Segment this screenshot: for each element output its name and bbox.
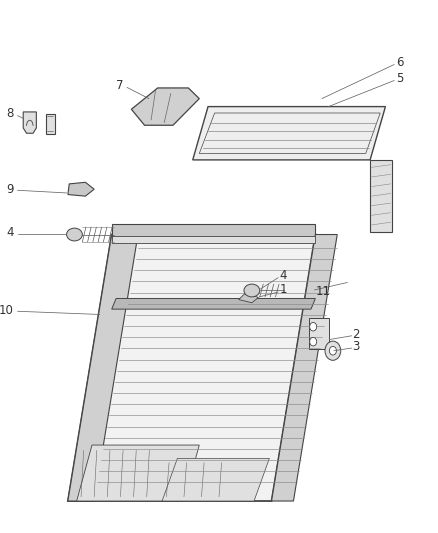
Ellipse shape	[244, 284, 260, 297]
Text: 10: 10	[0, 304, 14, 317]
Text: 5: 5	[396, 72, 404, 85]
Polygon shape	[112, 224, 315, 237]
Text: 8: 8	[7, 107, 14, 120]
Text: 7: 7	[116, 79, 124, 92]
Polygon shape	[112, 298, 315, 309]
Circle shape	[325, 341, 341, 360]
Text: 4: 4	[7, 227, 14, 239]
Text: 9: 9	[7, 183, 14, 196]
Polygon shape	[162, 458, 269, 501]
Text: 2: 2	[353, 328, 360, 341]
Circle shape	[310, 322, 317, 331]
Polygon shape	[68, 182, 94, 196]
Polygon shape	[309, 318, 328, 349]
Polygon shape	[193, 107, 385, 160]
Circle shape	[310, 337, 317, 346]
Polygon shape	[239, 293, 258, 303]
Polygon shape	[23, 112, 36, 133]
Polygon shape	[77, 445, 199, 501]
Text: 11: 11	[315, 285, 330, 298]
Circle shape	[329, 346, 336, 355]
Text: 6: 6	[396, 56, 404, 69]
Polygon shape	[46, 114, 55, 134]
Text: 1: 1	[279, 284, 287, 296]
Text: 4: 4	[279, 269, 287, 282]
Polygon shape	[272, 235, 337, 501]
Polygon shape	[112, 236, 315, 243]
Polygon shape	[370, 160, 392, 232]
Polygon shape	[131, 88, 199, 125]
Text: 3: 3	[353, 340, 360, 353]
Polygon shape	[68, 235, 315, 501]
Ellipse shape	[67, 228, 82, 241]
Polygon shape	[68, 235, 138, 501]
